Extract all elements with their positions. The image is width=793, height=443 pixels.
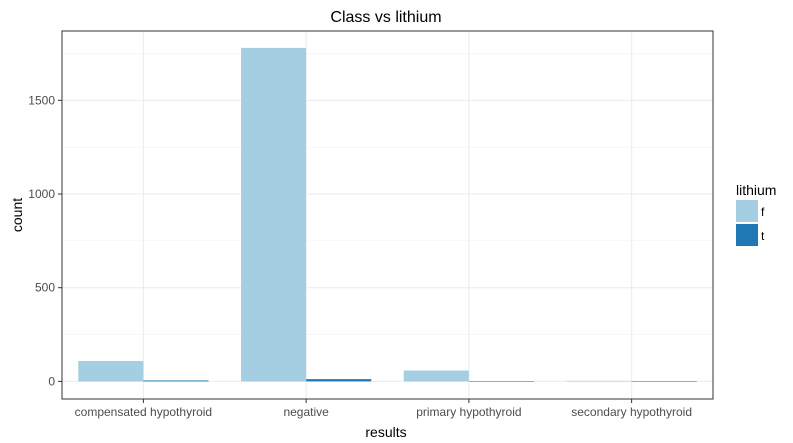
bar-f-3 — [566, 380, 632, 382]
y-tick-label: 1000 — [28, 187, 55, 201]
bar-f-0 — [78, 360, 144, 382]
bar-t-0 — [143, 380, 209, 382]
x-tick-label: secondary hypothyroid — [571, 405, 692, 419]
legend-key-f — [736, 200, 758, 222]
bar-f-2 — [403, 370, 469, 382]
legend: lithium ft — [736, 182, 776, 246]
panel-border — [61, 30, 714, 400]
legend-title: lithium — [736, 182, 776, 198]
panel-background — [62, 31, 713, 399]
x-tick-label: primary hypothyroid — [416, 405, 521, 419]
legend-label-t: t — [761, 229, 765, 243]
bar-f-1 — [241, 47, 307, 382]
plot-area: 0 500 1000 1500 compensated hypothyroid negat… — [28, 30, 714, 419]
bar-t-3 — [631, 381, 697, 382]
y-tick-label: 1500 — [28, 93, 55, 107]
x-axis-title: results — [365, 424, 406, 440]
legend-label-f: f — [761, 205, 765, 219]
bar-t-2 — [468, 381, 534, 382]
x-tick-label: negative — [283, 405, 329, 419]
y-axis-title: count — [9, 198, 25, 232]
y-tick-label: 0 — [48, 374, 55, 388]
legend-key-t — [736, 224, 758, 246]
bar-t-1 — [306, 379, 372, 382]
chart-title: Class vs lithium — [330, 9, 441, 26]
y-tick-label: 500 — [35, 281, 55, 295]
x-tick-label: compensated hypothyroid — [75, 405, 212, 419]
